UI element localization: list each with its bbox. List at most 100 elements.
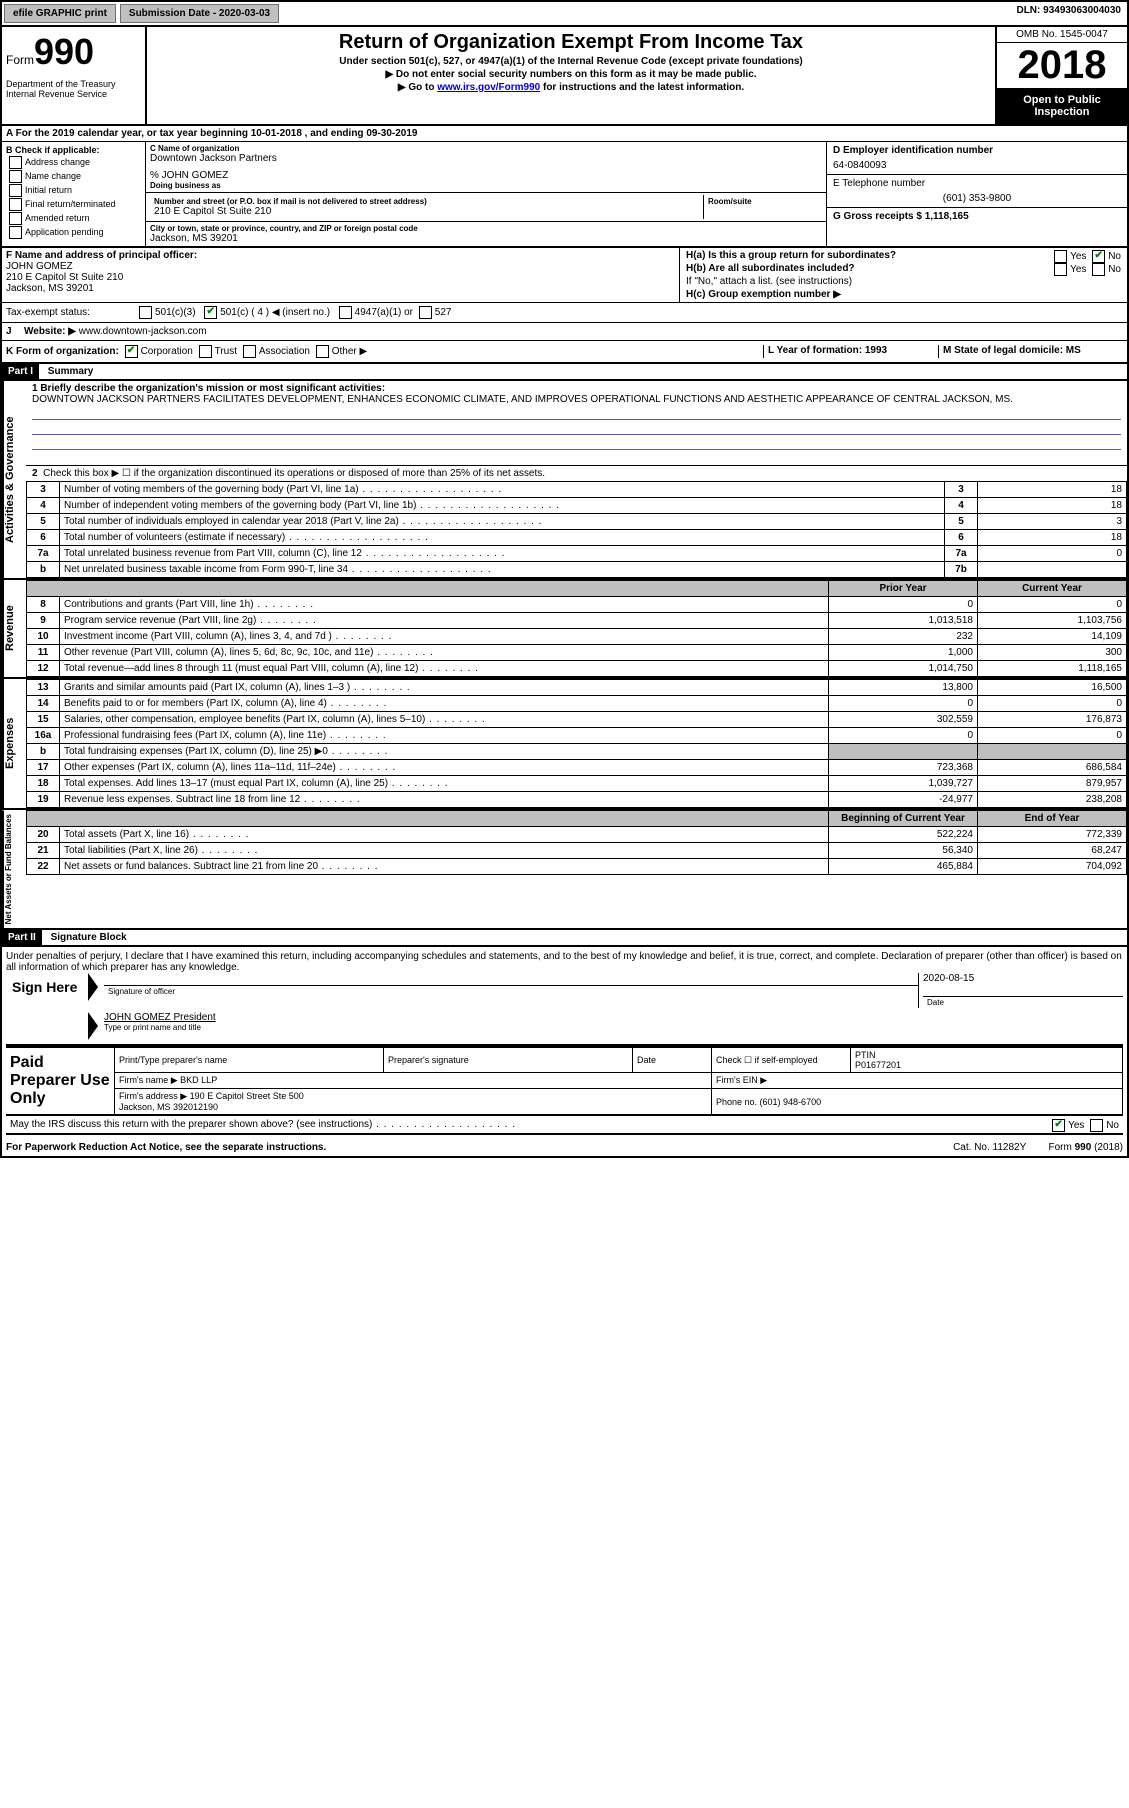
form-footer: Form 990 (2018) <box>1049 1142 1123 1153</box>
table-row: 8Contributions and grants (Part VIII, li… <box>27 597 1127 613</box>
table-row: 20Total assets (Part X, line 16)522,2247… <box>27 827 1127 843</box>
check-527[interactable] <box>419 306 432 319</box>
check-self: Check ☐ if self-employed <box>716 1055 818 1065</box>
table-row: 15Salaries, other compensation, employee… <box>27 712 1127 728</box>
prior-year-head: Prior Year <box>829 581 978 597</box>
discuss-yes[interactable] <box>1052 1119 1065 1132</box>
form-title: Return of Organization Exempt From Incom… <box>155 31 987 54</box>
part1-title: Summary <box>42 364 100 379</box>
check-501c3[interactable] <box>139 306 152 319</box>
col-b-checks: B Check if applicable: Address change Na… <box>2 142 146 246</box>
sidebar-revenue: Revenue <box>2 580 26 677</box>
opt-pending: Application pending <box>25 227 104 237</box>
signature-block: Under penalties of perjury, I declare th… <box>2 947 1127 1139</box>
street: 210 E Capitol St Suite 210 <box>154 206 699 217</box>
tax-year: 2018 <box>997 43 1127 88</box>
net-table: Beginning of Current YearEnd of Year 20T… <box>26 810 1127 875</box>
efile-print-button[interactable]: efile GRAPHIC print <box>4 4 116 23</box>
hb-yes[interactable] <box>1054 263 1067 276</box>
form-header: Form990 Department of the Treasury Inter… <box>2 27 1127 126</box>
check-name[interactable] <box>9 170 22 183</box>
check-other[interactable] <box>316 345 329 358</box>
table-row: 3Number of voting members of the governi… <box>27 482 1127 498</box>
check-trust[interactable] <box>199 345 212 358</box>
ha-no[interactable] <box>1092 250 1105 263</box>
goto-text-2: for instructions and the latest informat… <box>540 82 744 93</box>
opt-initial: Initial return <box>25 185 72 195</box>
firm-ein-label: Firm's EIN ▶ <box>716 1075 767 1085</box>
website-label: Website: ▶ <box>24 326 76 337</box>
check-pending[interactable] <box>9 226 22 239</box>
part2-tag: Part II <box>2 930 42 945</box>
gov-table: 3Number of voting members of the governi… <box>26 481 1127 578</box>
opt-address: Address change <box>25 157 90 167</box>
q2-text: Check this box ▶ ☐ if the organization d… <box>43 468 545 479</box>
status-row: Tax-exempt status: 501(c)(3) 501(c) ( 4 … <box>2 303 1127 323</box>
form-word: Form <box>6 53 34 67</box>
hb-note: If "No," attach a list. (see instruction… <box>686 276 1121 287</box>
f-col: F Name and address of principal officer:… <box>2 248 680 302</box>
check-4947[interactable] <box>339 306 352 319</box>
mission-text: DOWNTOWN JACKSON PARTNERS FACILITATES DE… <box>32 394 1121 405</box>
col-de: D Employer identification number 64-0840… <box>826 142 1127 246</box>
cat-no: Cat. No. 11282Y <box>953 1142 1026 1153</box>
header-right: OMB No. 1545-0047 2018 Open to Public In… <box>995 27 1127 124</box>
opt-other: Other ▶ <box>332 346 367 357</box>
opt-assoc: Association <box>259 346 310 357</box>
boy-head: Beginning of Current Year <box>829 811 978 827</box>
table-row: 14Benefits paid to or for members (Part … <box>27 696 1127 712</box>
netassets-section: Net Assets or Fund Balances Beginning of… <box>2 810 1127 930</box>
governance-section: Activities & Governance 1 Briefly descri… <box>2 381 1127 580</box>
ha-yes[interactable] <box>1054 250 1067 263</box>
form-id: Form990 Department of the Treasury Inter… <box>2 27 147 124</box>
check-address[interactable] <box>9 156 22 169</box>
website-url: www.downtown-jackson.com <box>79 326 207 337</box>
hb-no[interactable] <box>1092 263 1105 276</box>
fgh-row: F Name and address of principal officer:… <box>2 248 1127 303</box>
sign-here: Sign Here <box>6 973 88 1040</box>
officer-label: F Name and address of principal officer: <box>6 250 675 261</box>
opt-4947: 4947(a)(1) or <box>355 307 413 318</box>
table-row: 7aTotal unrelated business revenue from … <box>27 546 1127 562</box>
check-initial[interactable] <box>9 184 22 197</box>
sidebar-governance: Activities & Governance <box>2 381 26 578</box>
check-assoc[interactable] <box>243 345 256 358</box>
expenses-section: Expenses 13Grants and similar amounts pa… <box>2 679 1127 810</box>
table-row: 4Number of independent voting members of… <box>27 498 1127 514</box>
dba-label: Doing business as <box>150 181 822 190</box>
table-row: 17Other expenses (Part IX, column (A), l… <box>27 760 1127 776</box>
ptin-label: PTIN <box>855 1050 1118 1060</box>
discuss-no[interactable] <box>1090 1119 1103 1132</box>
check-corp[interactable] <box>125 345 138 358</box>
ein: 64-0840093 <box>833 160 1121 171</box>
check-final[interactable] <box>9 198 22 211</box>
officer-name: JOHN GOMEZ <box>6 261 675 272</box>
topbar: efile GRAPHIC print Submission Date - 20… <box>2 2 1127 27</box>
table-row: 18Total expenses. Add lines 13–17 (must … <box>27 776 1127 792</box>
form-990-page: efile GRAPHIC print Submission Date - 20… <box>0 0 1129 1158</box>
header-center: Return of Organization Exempt From Incom… <box>147 27 995 124</box>
officer-name-title: JOHN GOMEZ President <box>104 1012 1123 1023</box>
firm-name: BKD LLP <box>180 1075 217 1085</box>
status-label: Tax-exempt status: <box>6 307 136 318</box>
ptin: P01677201 <box>855 1060 1118 1070</box>
prep-name-label: Print/Type preparer's name <box>119 1055 227 1065</box>
opt-amended: Amended return <box>25 213 90 223</box>
opt-527: 527 <box>435 307 452 318</box>
colb-label: B Check if applicable: <box>6 145 100 155</box>
irs-link[interactable]: www.irs.gov/Form990 <box>437 82 540 93</box>
no-2: No <box>1108 264 1121 275</box>
submission-date-button[interactable]: Submission Date - 2020-03-03 <box>120 4 279 23</box>
city-label: City or town, state or province, country… <box>150 224 822 233</box>
sig-arrow-icon <box>88 973 98 1001</box>
yes-2: Yes <box>1070 264 1086 275</box>
check-501c[interactable] <box>204 306 217 319</box>
table-row: 16aProfessional fundraising fees (Part I… <box>27 728 1127 744</box>
table-row: 22Net assets or fund balances. Subtract … <box>27 859 1127 875</box>
table-row: 5Total number of individuals employed in… <box>27 514 1127 530</box>
org-info-block: B Check if applicable: Address change Na… <box>2 142 1127 248</box>
officer-addr1: 210 E Capitol St Suite 210 <box>6 272 675 283</box>
check-amended[interactable] <box>9 212 22 225</box>
period-row: A For the 2019 calendar year, or tax yea… <box>2 126 1127 142</box>
table-row: bNet unrelated business taxable income f… <box>27 562 1127 578</box>
